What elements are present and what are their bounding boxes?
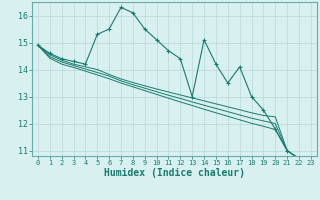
X-axis label: Humidex (Indice chaleur): Humidex (Indice chaleur) [104, 168, 245, 178]
